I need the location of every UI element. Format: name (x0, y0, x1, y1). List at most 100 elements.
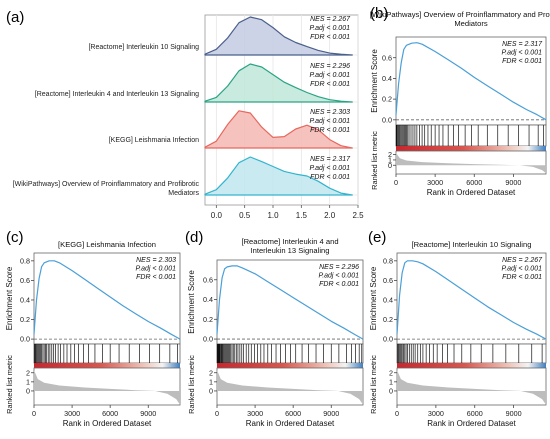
x-tick-label: 6000 (466, 178, 482, 187)
panel-label: (d) (185, 229, 203, 246)
y-tick-label: 0.0 (203, 335, 213, 344)
stat-text: P.adj < 0.001 (501, 50, 542, 57)
y-tick-label: 0.4 (382, 74, 392, 83)
y-tick-label: 0.6 (20, 276, 30, 285)
metric-axis-label: Ranked list metric (369, 355, 378, 414)
ranked-metric-area (396, 153, 546, 174)
y-tick-label: 0.2 (203, 315, 213, 324)
metric-y-tick-label: 0 (388, 161, 392, 170)
ridge-label: [KEGG] Leishmania Infection (109, 137, 199, 144)
panel-label: (a) (6, 9, 24, 26)
stat-text: FDR < 0.001 (136, 274, 176, 281)
hits-frame (395, 124, 547, 147)
hits-frame (216, 343, 364, 364)
ridge-label: [Reactome] Interleukin 10 Signaling (88, 44, 199, 51)
y-tick-label: 0.6 (383, 276, 393, 285)
x-tick-label: 6000 (102, 409, 118, 418)
panel-title: [WikiPathways] Overview of Proinflammato… (370, 10, 550, 19)
panel-label: (b) (370, 5, 388, 22)
stat-text: NES = 2.317 (310, 156, 351, 163)
y-axis-label: Enrichment Score (370, 49, 379, 113)
ridge-label: [Reactome] Interleukin 4 and Interleukin… (35, 91, 199, 98)
stat-text: FDR < 0.001 (310, 174, 350, 181)
stat-text: P.adj < 0.001 (309, 72, 350, 79)
stat-text: P.adj < 0.001 (318, 273, 359, 280)
panel-e: (e) [Reactome] Interleukin 10 Signaling 0.… (368, 229, 547, 428)
es-curve (33, 260, 181, 340)
ridge-density (204, 110, 353, 149)
x-tick-label: 9000 (506, 409, 522, 418)
x-tick-label: 2.5 (352, 211, 364, 220)
y-tick-label: 0.0 (382, 115, 392, 124)
x-axis-label: Rank in Ordered Dataset (246, 419, 335, 428)
x-axis-label: Rank in Ordered Dataset (427, 188, 516, 197)
stat-text: FDR < 0.001 (310, 34, 350, 41)
y-tick-label: 0.0 (20, 335, 30, 344)
metric-y-tick-label: 2 (26, 368, 30, 377)
panel-title: [Reactome] Interleukin 10 Signaling (412, 240, 532, 249)
stat-text: P.adj < 0.001 (309, 118, 350, 125)
panel-a: (a) 0.0 0.5 1.0 1.5 2.0 2.5 [Reactome] Interleu… (6, 9, 364, 220)
stat-text: P.adj < 0.001 (135, 266, 176, 273)
es-curve (216, 265, 364, 340)
hits-frame (396, 343, 547, 364)
y-axis-label: Enrichment Score (369, 266, 378, 330)
y-axis-label: Enrichment Score (5, 266, 14, 330)
x-tick-label: 9000 (323, 409, 339, 418)
rank-color-bar (396, 146, 546, 151)
x-tick-label: 9000 (505, 178, 521, 187)
metric-y-tick-label: 1 (26, 377, 30, 386)
stat-text: FDR < 0.001 (502, 274, 542, 281)
panel-d: (d) [Reactome] Interleukin 4 andInterleuk… (185, 229, 364, 428)
panel-title: [KEGG] Leishmania Infection (58, 240, 156, 249)
x-tick-label: 3000 (64, 409, 80, 418)
stat-text: NES = 2.267 (310, 16, 351, 23)
x-tick-label: 3000 (247, 409, 263, 418)
stat-text: NES = 2.296 (310, 63, 350, 70)
stat-text: FDR < 0.001 (310, 127, 350, 134)
panel-b: (b)[WikiPathways] Overview of Proinflamm… (370, 5, 550, 197)
ranked-metric-area (217, 370, 363, 405)
panel-title: Interleukin 13 Signaling (251, 246, 330, 255)
rank-color-bar (397, 363, 546, 368)
stat-text: NES = 2.267 (502, 257, 543, 264)
metric-y-tick-label: 1 (388, 156, 392, 165)
y-tick-label: 0.4 (383, 296, 393, 305)
x-tick-label: 1.0 (267, 211, 279, 220)
metric-axis-label: Ranked list metric (370, 131, 379, 190)
x-tick-label: 1.5 (296, 211, 308, 220)
metric-y-tick-label: 1 (389, 377, 393, 386)
y-tick-label: 0.4 (20, 296, 30, 305)
stat-text: P.adj < 0.001 (309, 25, 350, 32)
x-tick-label: 6000 (285, 409, 301, 418)
y-axis-label: Enrichment Score (187, 270, 196, 334)
panel-title: [Reactome] Interleukin 4 and (241, 237, 338, 246)
stat-text: FDR < 0.001 (319, 281, 359, 288)
y-tick-label: 0.0 (383, 335, 393, 344)
x-tick-label: 3000 (427, 178, 443, 187)
stat-text: NES = 2.303 (136, 257, 176, 264)
panel-label: (e) (368, 229, 386, 246)
y-tick-label: 0.2 (382, 95, 392, 104)
stat-text: NES = 2.317 (502, 41, 543, 48)
x-axis-label: Rank in Ordered Dataset (63, 419, 152, 428)
stat-text: FDR < 0.001 (310, 81, 350, 88)
y-tick-label: 0.6 (382, 53, 392, 62)
x-tick-label: 0 (32, 409, 36, 418)
stat-text: NES = 2.303 (310, 109, 350, 116)
x-tick-label: 2.0 (324, 211, 336, 220)
x-tick-label: 6000 (467, 409, 483, 418)
x-tick-label: 3000 (428, 409, 444, 418)
metric-y-tick-label: 1 (209, 377, 213, 386)
x-tick-label: 0 (215, 409, 219, 418)
metric-y-tick-label: 2 (389, 368, 393, 377)
ranked-metric-area (34, 370, 180, 405)
rank-color-bar (34, 363, 180, 368)
metric-y-tick-label: 2 (209, 368, 213, 377)
x-tick-label: 9000 (140, 409, 156, 418)
ridge-density (204, 16, 353, 56)
x-tick-label: 0.5 (239, 211, 251, 220)
es-curve (396, 260, 547, 340)
x-tick-label: 0 (394, 178, 398, 187)
